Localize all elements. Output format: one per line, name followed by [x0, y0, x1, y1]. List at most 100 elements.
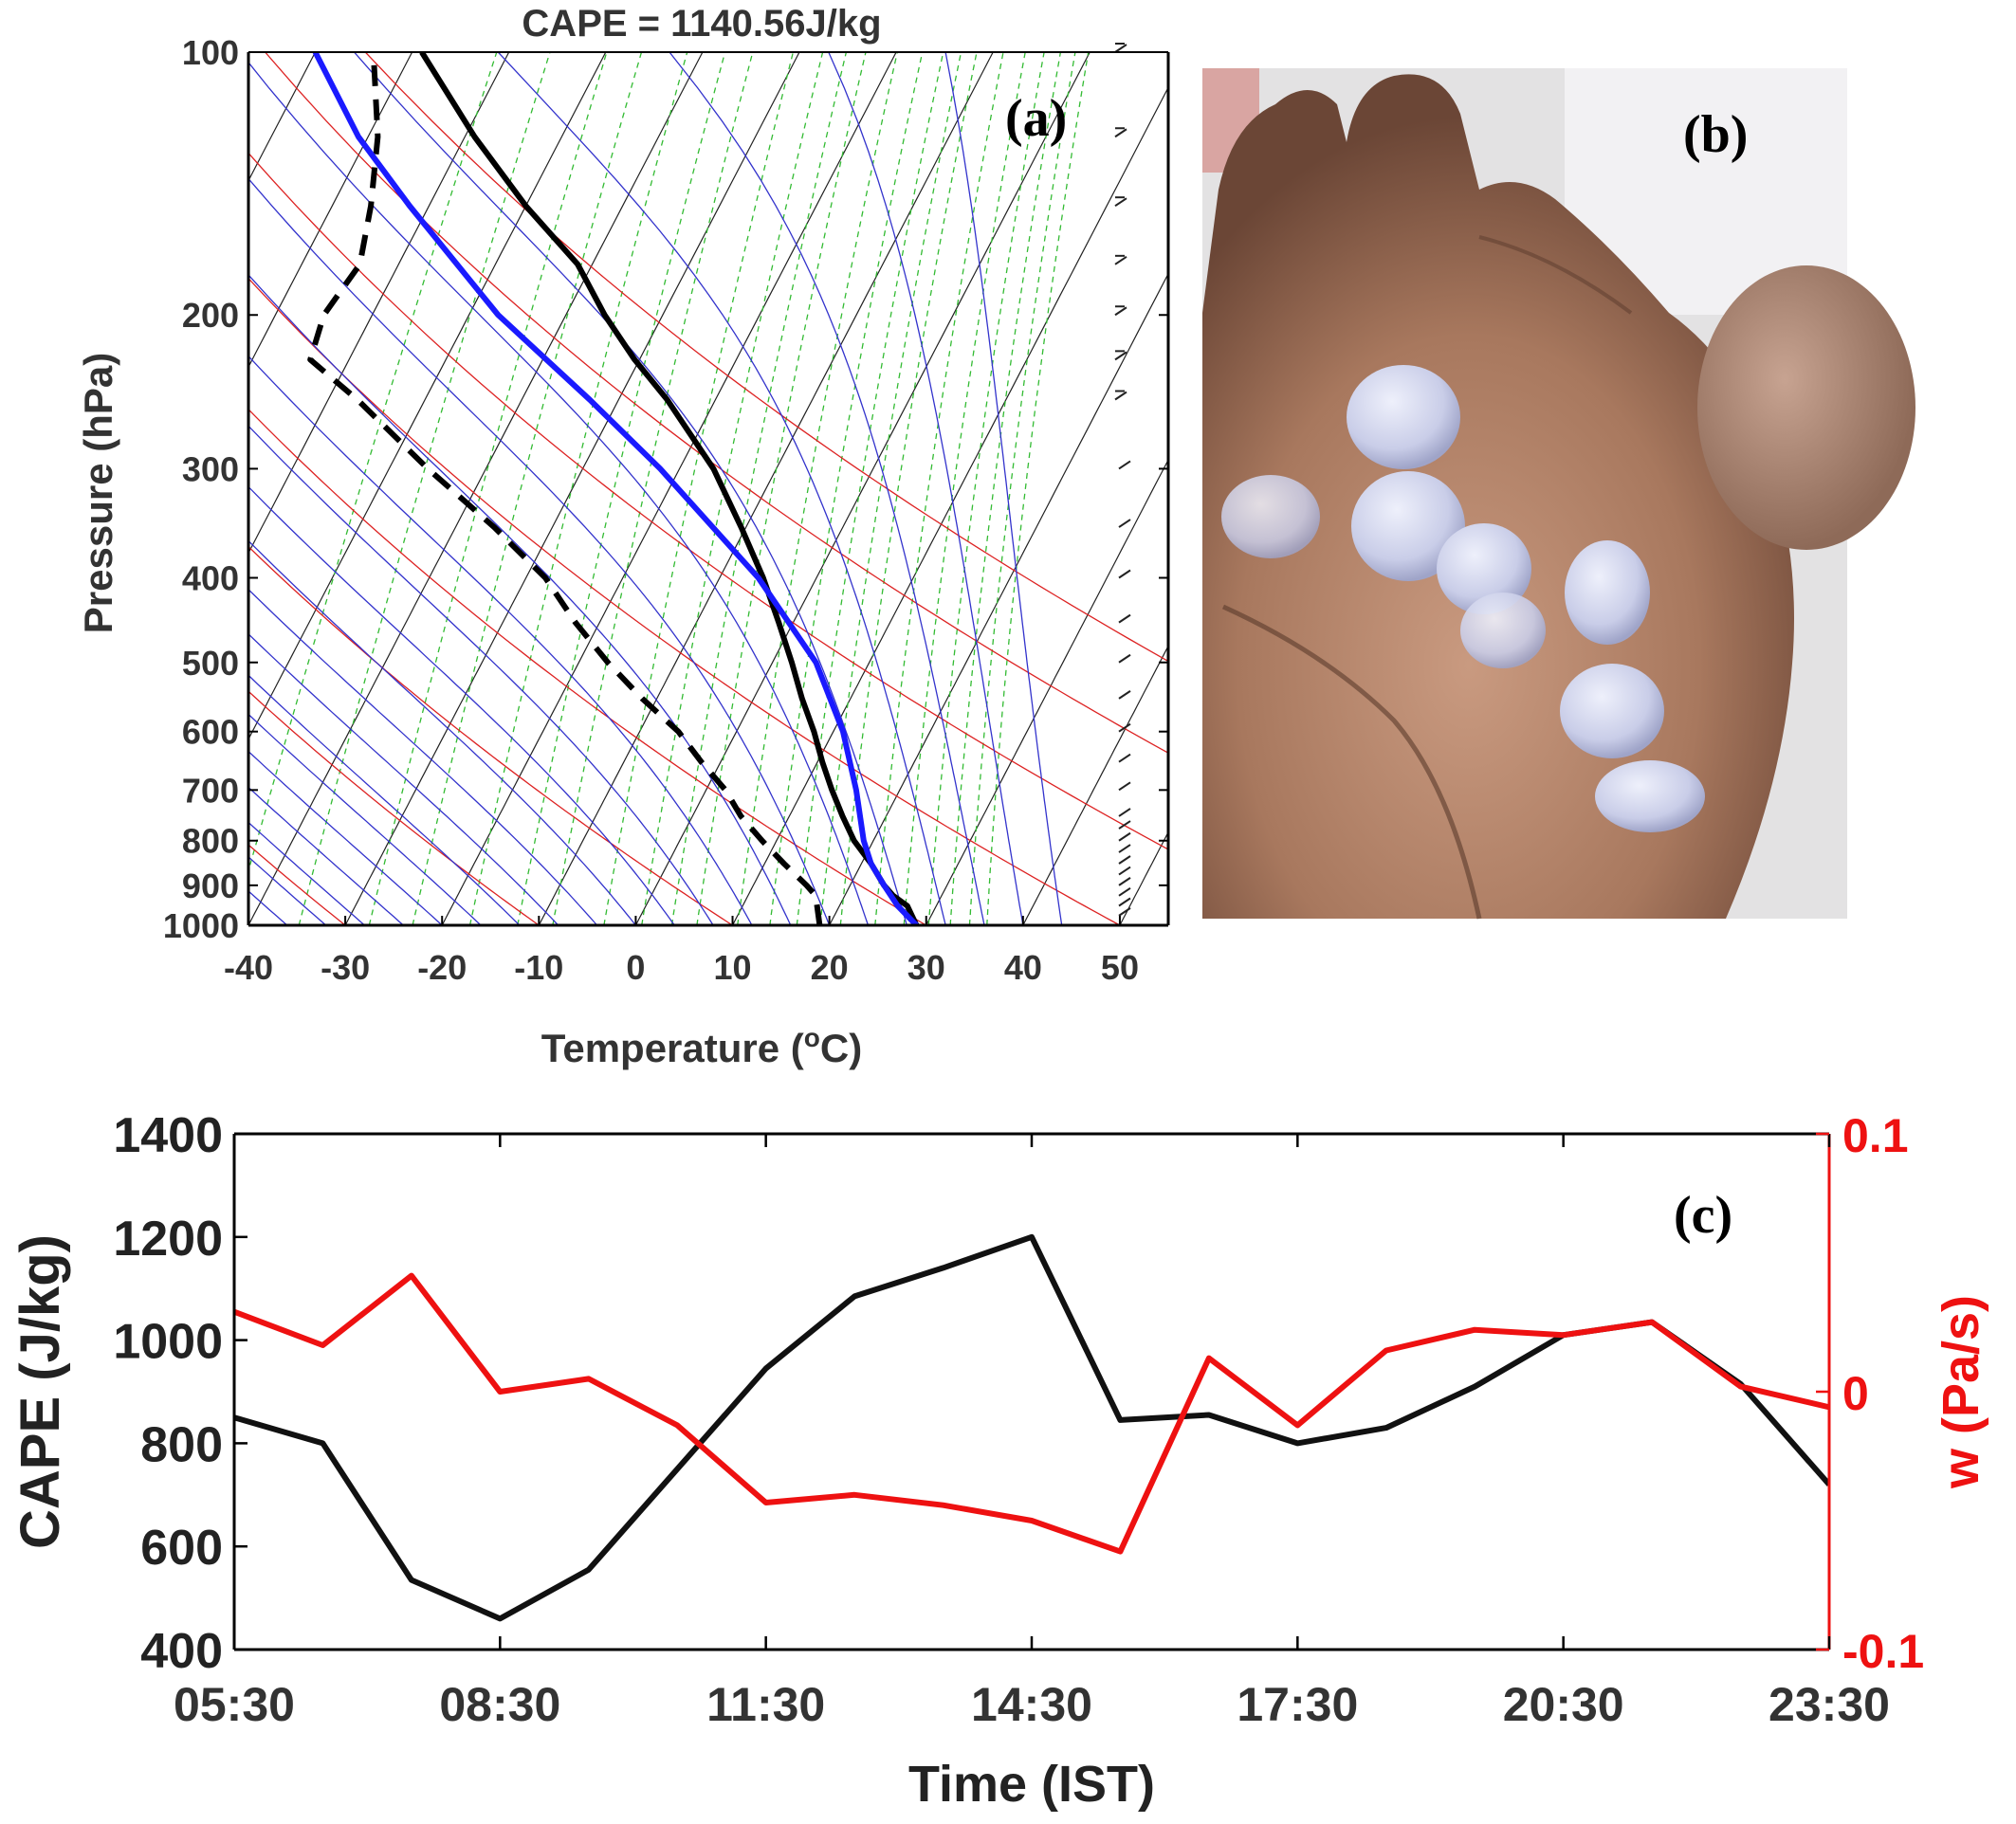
moist-adiabat-line — [248, 632, 559, 925]
panel-c-label: (c) — [1674, 1186, 1732, 1245]
moist-adiabat-line — [944, 52, 1063, 925]
parcel-path-line — [312, 52, 919, 925]
moist-adiabat-line — [248, 274, 792, 925]
wind-barb — [1118, 722, 1131, 733]
isotherm-line — [538, 52, 994, 925]
y2-tick-label: 0.1 — [1842, 1109, 1909, 1162]
isotherm-line — [1119, 830, 1168, 925]
hailstone — [1347, 365, 1460, 469]
mixing-ratio-line — [641, 52, 824, 925]
y2-tick-label: -0.1 — [1842, 1625, 1924, 1678]
mixing-ratio-line — [737, 52, 898, 925]
mixing-ratio-line — [696, 52, 867, 925]
y-tick-label: 400 — [182, 558, 239, 597]
x-tick-label: 50 — [1101, 948, 1139, 987]
mixing-ratio-line — [412, 52, 643, 925]
wind-barb — [1118, 844, 1131, 853]
isotherm-line — [829, 272, 1168, 925]
moist-adiabat-line — [248, 177, 831, 925]
moist-adiabat-line — [354, 52, 907, 925]
isotherm-line — [926, 458, 1168, 925]
wind-barb — [1114, 391, 1127, 401]
x-tick-label: 05:30 — [174, 1678, 295, 1731]
x-tick-label: -10 — [514, 948, 563, 987]
y-tick-label: 1400 — [113, 1108, 223, 1163]
moist-adiabat-line — [248, 786, 404, 925]
wind-barb — [1118, 808, 1131, 817]
y-tick-label: 100 — [182, 33, 239, 72]
wind-barb — [1114, 306, 1127, 317]
hailstone — [1351, 471, 1465, 581]
w-series-line — [234, 1272, 1829, 1555]
timeseries-ticks: 05:30 08:30 11:30 14:30 17:30 20:30 23:30 400 60… — [113, 1108, 1924, 1731]
moist-adiabat-line — [248, 821, 365, 925]
wind-barb — [1114, 128, 1127, 138]
wind-barb — [1114, 351, 1127, 361]
blurred-thumb — [1697, 265, 1915, 550]
wind-barb — [1118, 886, 1131, 897]
skewt-x-axis-label: Temperature (oC) — [541, 1023, 862, 1070]
moist-adiabat-line — [248, 856, 327, 925]
isotherm-line — [248, 52, 704, 925]
y2-tick-label: 0 — [1842, 1367, 1869, 1420]
isotherm-line — [344, 52, 800, 925]
hailstone — [1560, 664, 1664, 758]
dry-adiabat-line — [248, 545, 733, 925]
x-tick-label: 14:30 — [971, 1678, 1092, 1731]
y-tick-label: 600 — [182, 713, 239, 752]
ts-y-axis-label: CAPE (J/kg) — [9, 1234, 71, 1549]
y-tick-label: 400 — [140, 1624, 223, 1679]
y-tick-label: 600 — [140, 1521, 223, 1576]
ts-x-axis-label: Time (IST) — [908, 1756, 1155, 1813]
sounding-lines — [307, 52, 920, 925]
dry-adiabat-line — [265, 52, 1168, 754]
x-tick-label: 20:30 — [1503, 1678, 1624, 1731]
x-tick-label: 30 — [907, 948, 945, 987]
wind-barb — [1118, 753, 1131, 763]
moist-adiabat-line — [248, 588, 598, 925]
wind-barb — [1118, 460, 1131, 470]
panel-b-label: (b) — [1683, 105, 1748, 164]
moist-adiabat-line — [248, 674, 521, 925]
skewt-panel: -40 -30 -20 -10 0 10 20 30 40 50 100 200 300 400 500 60… — [0, 3, 1170, 1070]
wind-barbs — [1114, 43, 1131, 917]
x-tick-label: 17:30 — [1237, 1678, 1358, 1731]
y-tick-label: 500 — [182, 644, 239, 683]
y-tick-label: 1000 — [113, 1315, 223, 1370]
mixing-ratio-line — [603, 52, 795, 925]
mixing-ratio-line — [552, 52, 754, 925]
moist-adiabat-line — [497, 52, 946, 925]
wind-barb — [1118, 820, 1131, 830]
dry-adiabat-line — [248, 152, 1168, 850]
mixing-ratio-line — [468, 52, 688, 925]
isotherm-line — [248, 52, 607, 740]
dry-adiabat-line — [248, 408, 927, 925]
y-tick-label: 800 — [182, 822, 239, 861]
panel-a-label: (a) — [1005, 89, 1067, 148]
mixing-ratio-line — [517, 52, 726, 925]
isotherm-line — [0, 52, 25, 925]
x-tick-label: 08:30 — [439, 1678, 560, 1731]
wind-barb — [1118, 866, 1131, 876]
moist-adiabat-line — [669, 52, 985, 925]
timeseries-panel: 05:30 08:30 11:30 14:30 17:30 20:30 23:30 400 60… — [9, 1108, 1989, 1813]
moist-adiabat-line — [248, 61, 870, 925]
y-tick-label: 800 — [140, 1417, 223, 1472]
mixing-ratio-line — [368, 52, 608, 925]
ts-y2-axis-label: w (Pa/s) — [1933, 1295, 1989, 1489]
wind-barb — [1114, 44, 1127, 53]
y-tick-label: 900 — [182, 866, 239, 905]
x-tick-label: 0 — [626, 948, 645, 987]
wind-barb — [1118, 613, 1131, 624]
wind-barb — [1118, 831, 1131, 842]
wind-barb — [1114, 197, 1127, 208]
wind-barb — [1118, 877, 1131, 886]
wind-barb — [1118, 569, 1131, 579]
mixing-ratio-line — [298, 52, 551, 925]
wind-barb — [1118, 690, 1131, 700]
x-tick-label: 23:30 — [1769, 1678, 1890, 1731]
x-tick-label: 40 — [1004, 948, 1042, 987]
wind-barb — [1118, 653, 1131, 664]
hailstone — [1437, 523, 1531, 614]
